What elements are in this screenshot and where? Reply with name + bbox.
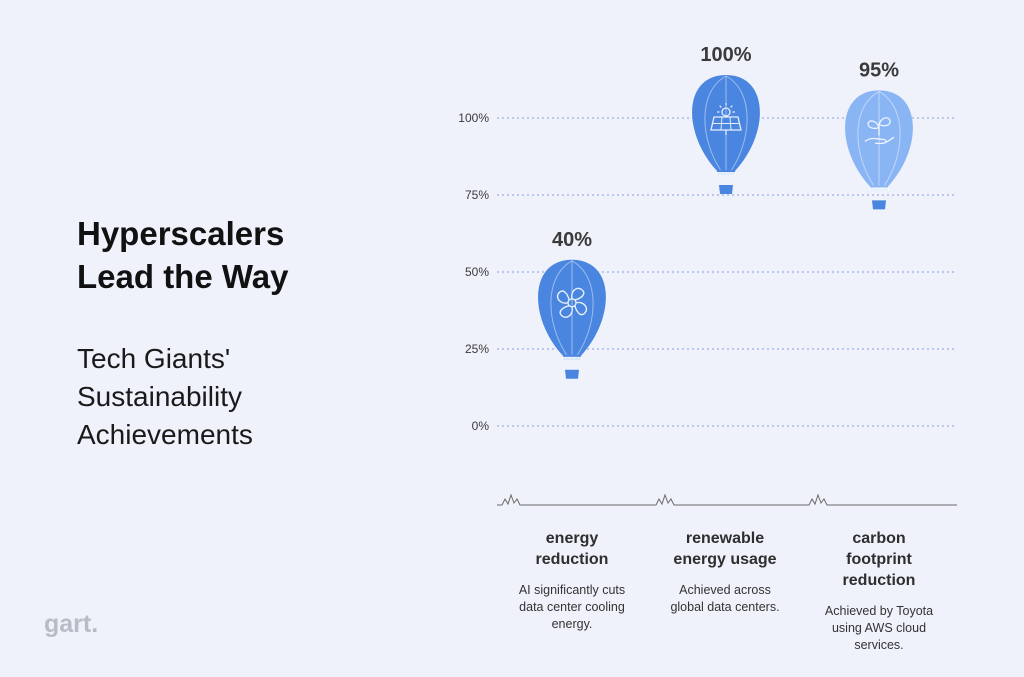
sun-ray xyxy=(719,105,722,108)
balloon-gore xyxy=(857,90,880,186)
balloon-gore xyxy=(878,90,901,186)
description-line: AI significantly cuts xyxy=(518,583,626,597)
fan-blade xyxy=(559,305,574,318)
description-line: services. xyxy=(854,638,904,652)
balloon-skirt xyxy=(562,356,582,360)
category-description: Achieved by Toyota using AWS cloud servi… xyxy=(804,603,954,654)
category-energy-reduction: energy reduction AI significantly cuts d… xyxy=(497,528,647,633)
balloon xyxy=(538,259,606,379)
description-line: Achieved by Toyota xyxy=(824,604,934,618)
sun-ray xyxy=(730,105,733,108)
category-label-line: reduction xyxy=(842,572,916,589)
fan-icon xyxy=(556,287,588,318)
title-line-1: Hyperscalers xyxy=(77,215,285,252)
category-label-line: footprint xyxy=(846,551,912,568)
value-label: 95% xyxy=(859,59,899,81)
y-tick-label: 50% xyxy=(465,265,489,279)
plant-hand-icon xyxy=(864,117,895,145)
value-label: 40% xyxy=(552,229,592,251)
title-line-2: Lead the Way xyxy=(77,258,289,295)
fan-blade xyxy=(574,301,588,316)
category-label: renewable energy usage xyxy=(650,528,800,570)
category-label-line: renewable xyxy=(685,530,765,547)
balloon-gore xyxy=(571,260,594,356)
category-renewable-energy-usage: renewable energy usage Achieved across g… xyxy=(650,528,800,616)
description-line: data center cooling xyxy=(519,600,625,614)
sun xyxy=(721,107,731,117)
y-tick-label: 25% xyxy=(465,342,489,356)
fan-blade xyxy=(570,287,585,301)
balloon-gore xyxy=(550,260,573,356)
balloon-gore xyxy=(725,75,748,171)
y-tick-label: 100% xyxy=(458,111,489,125)
balloon-basket xyxy=(565,369,579,379)
y-tick-label: 75% xyxy=(465,188,489,202)
category-label-line: energy xyxy=(545,530,599,547)
gart-logo: gart. xyxy=(44,610,99,638)
leaf xyxy=(867,120,880,130)
page-title: Hyperscalers Lead the Way xyxy=(77,212,377,298)
balloon xyxy=(845,90,913,210)
balloon-gore xyxy=(704,75,727,171)
solar-panel-icon xyxy=(710,103,742,135)
balloon-envelope xyxy=(845,90,913,191)
category-description: Achieved across global data centers. xyxy=(650,582,800,616)
description-line: global data centers. xyxy=(670,600,780,614)
balloon-basket xyxy=(872,200,886,210)
ground-line xyxy=(497,493,957,506)
category-label: energy reduction xyxy=(497,528,647,570)
y-tick-label: 0% xyxy=(472,419,490,433)
value-label: 100% xyxy=(700,44,751,66)
subtitle-line-2: Sustainability xyxy=(77,381,242,412)
leaf xyxy=(878,117,891,127)
balloon-skirt xyxy=(869,187,889,191)
subtitle-line-1: Tech Giants' xyxy=(77,343,231,374)
category-label-line: energy usage xyxy=(673,551,777,568)
description-line: energy. xyxy=(551,617,593,631)
balloon-skirt xyxy=(716,172,736,175)
category-label-line: reduction xyxy=(535,551,609,568)
page-subtitle: Tech Giants' Sustainability Achievements xyxy=(77,340,377,454)
balloon-basket xyxy=(719,185,733,194)
category-carbon-footprint-reduction: carbon footprint reduction Achieved by T… xyxy=(804,528,954,654)
category-label: carbon footprint reduction xyxy=(804,528,954,591)
category-description: AI significantly cuts data center coolin… xyxy=(497,582,647,633)
hand xyxy=(864,136,895,145)
balloon xyxy=(692,75,760,194)
description-line: using AWS cloud xyxy=(831,621,927,635)
subtitle-line-3: Achievements xyxy=(77,419,253,450)
description-line: Achieved across xyxy=(679,583,771,597)
category-label-line: carbon xyxy=(852,530,906,547)
fan-blade xyxy=(556,290,570,304)
